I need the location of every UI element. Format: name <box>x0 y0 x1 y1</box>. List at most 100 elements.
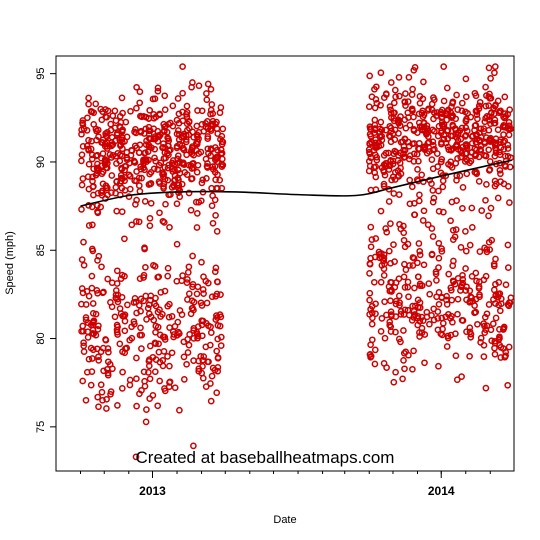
data-point <box>119 109 126 117</box>
data-point <box>378 315 386 322</box>
data-point <box>496 166 504 174</box>
data-point <box>80 238 87 246</box>
data-point <box>415 240 423 247</box>
data-point <box>173 200 181 208</box>
data-point <box>173 277 181 285</box>
data-point <box>453 91 460 99</box>
data-point <box>483 310 491 318</box>
data-point <box>377 118 385 126</box>
data-point <box>118 208 126 216</box>
data-point <box>400 229 408 237</box>
data-point <box>396 92 403 100</box>
data-point <box>426 320 433 328</box>
data-point <box>499 326 507 333</box>
data-point <box>151 145 159 153</box>
data-point <box>480 125 488 132</box>
data-point <box>420 78 427 86</box>
data-point <box>406 200 414 208</box>
data-point <box>400 311 408 318</box>
data-point <box>113 280 121 287</box>
data-point <box>179 159 186 167</box>
data-point <box>395 335 403 343</box>
data-point <box>433 277 440 284</box>
data-point <box>430 194 438 202</box>
data-point <box>399 375 406 383</box>
data-point <box>147 180 155 187</box>
data-point <box>137 112 144 120</box>
data-point <box>443 301 451 308</box>
data-point <box>421 143 429 150</box>
data-point <box>141 382 149 390</box>
data-point <box>176 169 184 177</box>
data-point <box>415 197 423 205</box>
data-point <box>106 151 114 158</box>
data-point <box>486 113 493 120</box>
data-point <box>435 239 443 247</box>
data-point <box>133 83 140 91</box>
data-point <box>476 98 484 106</box>
data-point <box>160 219 168 226</box>
data-point <box>385 149 392 157</box>
data-point <box>425 105 432 113</box>
data-point <box>456 172 464 179</box>
data-point <box>438 248 446 255</box>
data-point <box>367 154 375 162</box>
data-point <box>214 130 222 137</box>
data-point <box>80 348 88 355</box>
data-point <box>88 355 96 362</box>
data-point <box>131 159 139 166</box>
data-point <box>133 144 141 152</box>
data-point <box>483 246 491 253</box>
data-point <box>151 133 159 140</box>
data-point <box>194 161 202 169</box>
data-point <box>491 69 498 77</box>
data-point <box>89 326 97 334</box>
data-point <box>145 130 153 138</box>
data-point <box>156 133 163 140</box>
data-point <box>468 204 476 212</box>
data-point <box>156 180 164 187</box>
data-point <box>410 66 418 74</box>
data-point <box>466 352 473 360</box>
data-point <box>131 295 139 302</box>
data-point <box>183 102 191 110</box>
data-point <box>199 176 207 184</box>
data-point <box>98 170 106 178</box>
data-point <box>211 162 219 170</box>
data-point <box>135 218 143 226</box>
data-point <box>366 148 373 156</box>
data-point <box>142 113 150 121</box>
data-point <box>195 82 203 90</box>
data-point <box>217 313 225 321</box>
data-point <box>207 397 215 405</box>
data-point <box>190 335 198 342</box>
data-point <box>419 317 427 324</box>
data-point <box>145 357 153 365</box>
data-point <box>160 170 168 178</box>
data-point <box>406 176 414 184</box>
data-point <box>136 99 144 107</box>
data-point <box>183 279 191 286</box>
y-tick-label: 75 <box>35 421 47 433</box>
data-point <box>102 113 109 121</box>
data-point <box>414 314 421 322</box>
data-point <box>203 96 211 104</box>
data-point <box>114 298 122 306</box>
data-point <box>368 93 376 101</box>
data-point <box>497 170 504 178</box>
data-point <box>459 184 467 191</box>
data-point <box>458 316 466 324</box>
data-point <box>119 145 126 153</box>
data-point <box>208 202 216 210</box>
data-point <box>195 367 203 375</box>
data-point <box>414 166 421 173</box>
data-point <box>449 121 457 129</box>
data-point <box>405 155 413 163</box>
data-point <box>405 74 413 81</box>
data-point <box>203 90 210 97</box>
data-point <box>476 248 484 255</box>
data-point <box>428 251 436 259</box>
data-point <box>189 160 196 168</box>
data-point <box>435 187 442 195</box>
data-point <box>463 283 470 291</box>
